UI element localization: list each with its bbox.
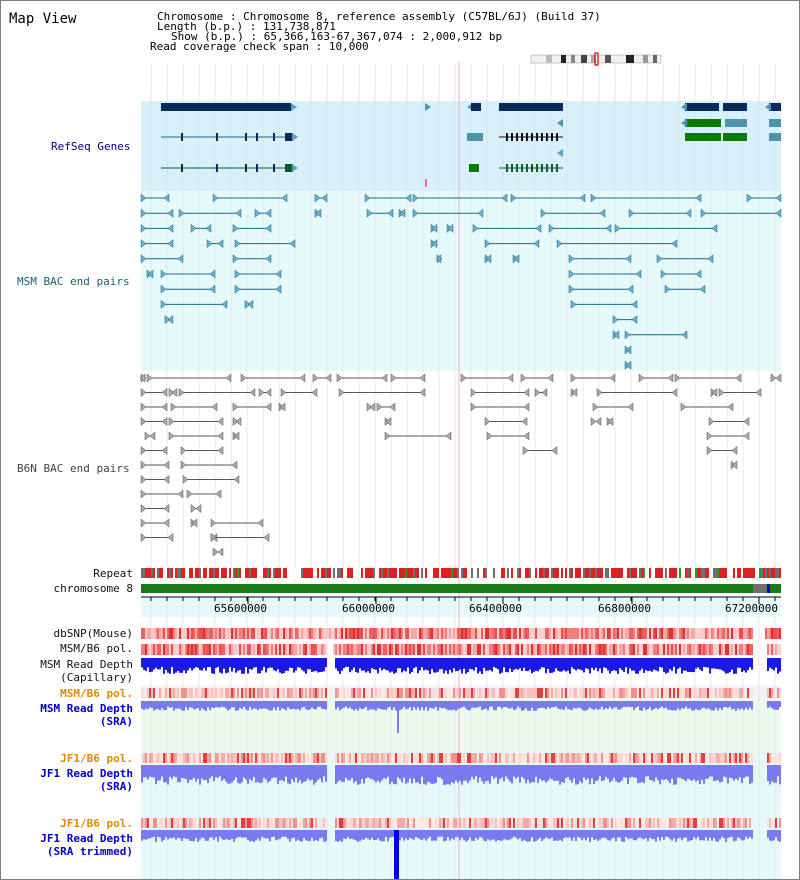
depth-histograms[interactable] xyxy=(141,658,781,880)
msm-depth-label-1: MSM Read Depth xyxy=(40,658,133,671)
msm-bac-track-bg xyxy=(141,191,781,371)
track-label-msm-sra[interactable]: MSM Read Depth xyxy=(40,702,133,715)
coverage-label: Read coverage check span xyxy=(150,40,309,53)
track-label-msm-bac[interactable]: MSM BAC end pairs xyxy=(17,275,130,288)
track-label-jf1-trim-sub: (SRA trimmed) xyxy=(46,845,133,858)
show-value: 65,366,163-67,367,074 : 2,000,912 bp xyxy=(263,30,503,43)
track-label-msm-depth[interactable]: MSM Read Depth xyxy=(40,658,133,671)
track-label-msm-sra-sub: (SRA) xyxy=(99,715,133,728)
b6n-bac-features[interactable] xyxy=(139,373,782,557)
ruler-label-2: 66000000 xyxy=(342,602,395,615)
track-label-jf1-trim[interactable]: JF1 Read Depth xyxy=(40,832,133,845)
track-label-jf1-sra-sub: (SRA) xyxy=(99,780,133,793)
show-info: Show (b.p.) : 65,366,163-67,367,074 : 2,… xyxy=(171,30,503,43)
track-label-chromosome[interactable]: chromosome 8 xyxy=(53,582,133,595)
track-label-jf1-pol[interactable]: JF1/B6 pol. xyxy=(60,752,133,765)
vertical-grid xyxy=(150,63,776,879)
heat-strips[interactable] xyxy=(141,628,781,828)
track-label-msm-depth-sub: (Capillary) xyxy=(60,671,133,684)
show-label: Show (b.p.) xyxy=(171,30,244,43)
ruler-label-3: 66400000 xyxy=(469,602,522,615)
track-label-jf1-sra[interactable]: JF1 Read Depth xyxy=(40,767,133,780)
page-title: Map View xyxy=(9,11,77,27)
track-label-msm-pol2[interactable]: MSM/B6 pol. xyxy=(60,687,133,700)
length-label: Length (b.p.) xyxy=(157,20,244,33)
ruler-ticks xyxy=(150,597,776,604)
track-label-msm-pol[interactable]: MSM/B6 pol. xyxy=(60,642,133,655)
chromosome-info: Chromosome : Chromosome 8, reference ass… xyxy=(157,10,601,23)
ruler-label-5: 67200000 xyxy=(725,602,778,615)
repeat-track[interactable] xyxy=(141,568,781,578)
refseq-genes[interactable] xyxy=(161,103,781,172)
chromosome-label: Chromosome xyxy=(157,10,224,23)
refseq-track-bg xyxy=(141,101,781,191)
coverage-info: Read coverage check span : 10,000 xyxy=(150,40,369,53)
ruler-label-1: 65600000 xyxy=(214,602,267,615)
track-label-b6n-bac[interactable]: B6N BAC end pairs xyxy=(17,462,130,475)
track-label-dbsnp[interactable]: dbSNP(Mouse) xyxy=(53,627,133,640)
track-label-repeat[interactable]: Repeat xyxy=(93,567,133,580)
track-label-jf1-pol2[interactable]: JF1/B6 pol. xyxy=(60,817,133,830)
chromosome-bar[interactable] xyxy=(141,584,781,593)
length-value: 131,738,871 xyxy=(262,20,336,33)
chromosome-value: Chromosome 8, reference assembly (C57BL/… xyxy=(243,10,601,23)
track-label-refseq[interactable]: RefSeq Genes xyxy=(51,140,131,153)
msm-bac-features[interactable] xyxy=(140,193,782,370)
coverage-value: 10,000 xyxy=(328,40,369,53)
length-info: Length (b.p.) : 131,738,871 xyxy=(157,20,336,33)
ruler-label-4: 66800000 xyxy=(598,602,651,615)
chromosome-ideogram[interactable] xyxy=(530,52,662,66)
